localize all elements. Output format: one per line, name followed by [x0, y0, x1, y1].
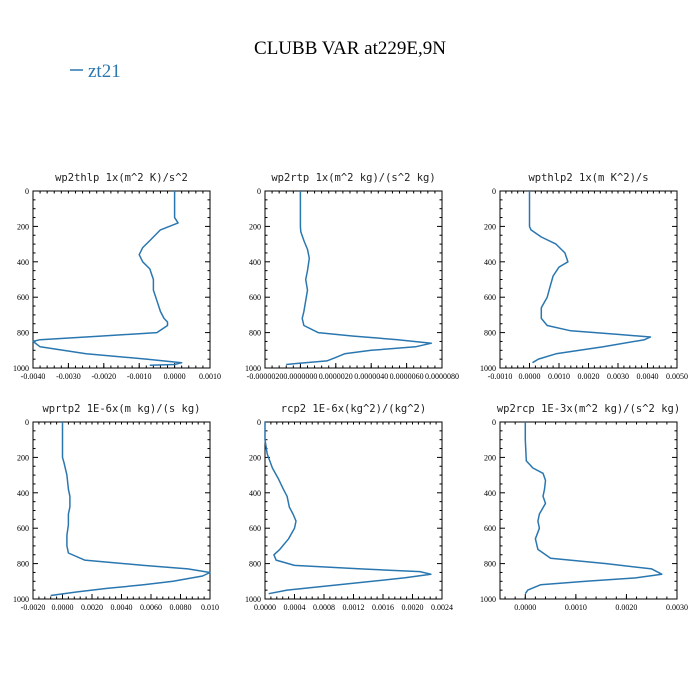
y-tick-label: 0 [257, 187, 261, 196]
x-tick-label: 0.0000020 [319, 372, 353, 381]
x-tick-label: 0.0000080 [425, 372, 459, 381]
panel-5: rcp2 1E-6x(kg^2)/(kg^2) 0 200 400 600 800 1000… [245, 403, 453, 612]
y-tick-label: 0 [25, 418, 29, 427]
y-tick-label: 400 [249, 489, 261, 498]
legend-label: zt21 [88, 61, 121, 82]
x-tick-label: 0.0000 [519, 372, 541, 381]
y-tick-label: 400 [249, 258, 261, 267]
y-tick-label: 400 [484, 258, 496, 267]
panel-6: wp2rcp 1E-3x(m^2 kg)/(s^2 kg)0 200 400 600 8… [480, 403, 688, 612]
x-tick-label: -0.0030 [56, 372, 81, 381]
y-tick-label: 600 [249, 293, 261, 302]
x-tick-label: -0.0000020 [247, 372, 284, 381]
y-tick-label: 400 [17, 489, 29, 498]
x-tick-label: 0.0020 [615, 603, 637, 612]
series-line [286, 191, 433, 366]
series-line [528, 191, 652, 364]
x-tick-label: -0.0010 [488, 372, 513, 381]
x-tick-label: 0.0020 [578, 372, 600, 381]
x-tick-label: 0.0008 [313, 603, 335, 612]
x-tick-label: 0.010 [201, 603, 219, 612]
plot-frame [499, 190, 678, 369]
y-tick-label: 800 [17, 560, 29, 569]
x-tick-label: 0.0000040 [354, 372, 388, 381]
series-line [32, 191, 183, 367]
y-tick-label: 1000 [480, 364, 496, 373]
y-tick-label: 200 [17, 222, 29, 231]
panel-title: wp2rcp 1E-3x(m^2 kg)/(s^2 kg) [497, 403, 680, 415]
series-line [264, 422, 432, 595]
y-tick-label: 0 [492, 187, 496, 196]
x-tick-label: 0.0000 [52, 603, 74, 612]
y-tick-label: 1000 [13, 364, 29, 373]
y-tick-label: 200 [484, 222, 496, 231]
y-tick-label: 0 [25, 187, 29, 196]
x-tick-label: 0.0020 [402, 603, 424, 612]
y-tick-label: 800 [484, 560, 496, 569]
x-tick-label: 0.0000 [254, 603, 276, 612]
y-tick-label: 1000 [245, 595, 261, 604]
panel-title: wprtp2 1E-6x(m kg)/(s kg) [42, 403, 200, 415]
y-tick-label: 600 [17, 293, 29, 302]
y-tick-label: 0 [257, 418, 261, 427]
x-tick-label: 0.0040 [637, 372, 659, 381]
x-tick-label: 0.0000 [514, 603, 536, 612]
x-tick-label: 0.0010 [565, 603, 587, 612]
panel-title: wpthlp2 1x(m K^2)/s [528, 172, 648, 184]
x-tick-label: 0.0012 [343, 603, 365, 612]
x-tick-label: 0.0004 [284, 603, 306, 612]
figure-title: CLUBB VAR at229E,9N [254, 38, 446, 59]
x-tick-label: 0.0010 [548, 372, 570, 381]
x-tick-label: 0.0000 [164, 372, 186, 381]
panel-title: wp2rtp 1x(m^2 kg)/(s^2 kg) [271, 172, 435, 184]
panel-2: wp2rtp 1x(m^2 kg)/(s^2 kg) 0 200 400 600 800 1… [245, 172, 459, 381]
x-tick-label: -0.0020 [21, 603, 46, 612]
x-tick-label: 0.0040 [111, 603, 133, 612]
x-tick-label: -0.0040 [21, 372, 46, 381]
panel-4: wprtp2 1E-6x(m kg)/(s kg) 0 200 400 600 800 10… [13, 403, 219, 612]
panel-1: wp2thlp 1x(m^2 K)/s^202004006008001000-0… [13, 172, 221, 381]
series-line [50, 422, 211, 597]
y-tick-label: 800 [17, 329, 29, 338]
x-tick-label: 0.0050 [666, 372, 688, 381]
y-tick-label: 200 [249, 453, 261, 462]
x-tick-label: 0.0080 [170, 603, 192, 612]
x-tick-label: -0.0010 [127, 372, 152, 381]
panel-title: wp2thlp 1x(m^2 K)/s^2 [55, 172, 188, 184]
x-tick-label: 0.0060 [140, 603, 162, 612]
x-tick-label: 0.0000060 [390, 372, 424, 381]
x-tick-label: 0.0016 [372, 603, 394, 612]
panel-title: rcp2 1E-6x(kg^2)/(kg^2) [281, 403, 426, 415]
plot-frame [32, 190, 211, 369]
y-tick-label: 0 [492, 418, 496, 427]
y-tick-label: 200 [484, 453, 496, 462]
y-tick-label: 1000 [480, 595, 496, 604]
y-tick-label: 800 [249, 560, 261, 569]
x-tick-label: 0.0024 [431, 603, 453, 612]
plot-frame [499, 421, 678, 600]
plot-frame [32, 421, 211, 600]
panel-grid: wp2thlp 1x(m^2 K)/s^202004006008001000-0… [13, 172, 688, 612]
x-tick-label: 0.0030 [607, 372, 629, 381]
y-tick-label: 400 [484, 489, 496, 498]
y-tick-label: 800 [484, 329, 496, 338]
x-tick-label: 0.0010 [199, 372, 221, 381]
x-tick-label: -0.0020 [91, 372, 116, 381]
y-tick-label: 200 [17, 453, 29, 462]
y-tick-label: 600 [484, 524, 496, 533]
y-tick-label: 600 [484, 293, 496, 302]
y-tick-label: 1000 [245, 364, 261, 373]
y-tick-label: 400 [17, 258, 29, 267]
y-tick-label: 600 [17, 524, 29, 533]
x-tick-label: 0.0030 [666, 603, 688, 612]
y-tick-label: 200 [249, 222, 261, 231]
x-tick-label: 0.0020 [81, 603, 103, 612]
y-tick-label: 1000 [13, 595, 29, 604]
panel-3: wpthlp2 1x(m K^2)/s 0 200 400 600 800 1000-0.0… [480, 172, 688, 381]
y-tick-label: 600 [249, 524, 261, 533]
series-line [524, 422, 663, 595]
x-tick-label: 0.0000000 [283, 372, 317, 381]
y-tick-label: 800 [249, 329, 261, 338]
